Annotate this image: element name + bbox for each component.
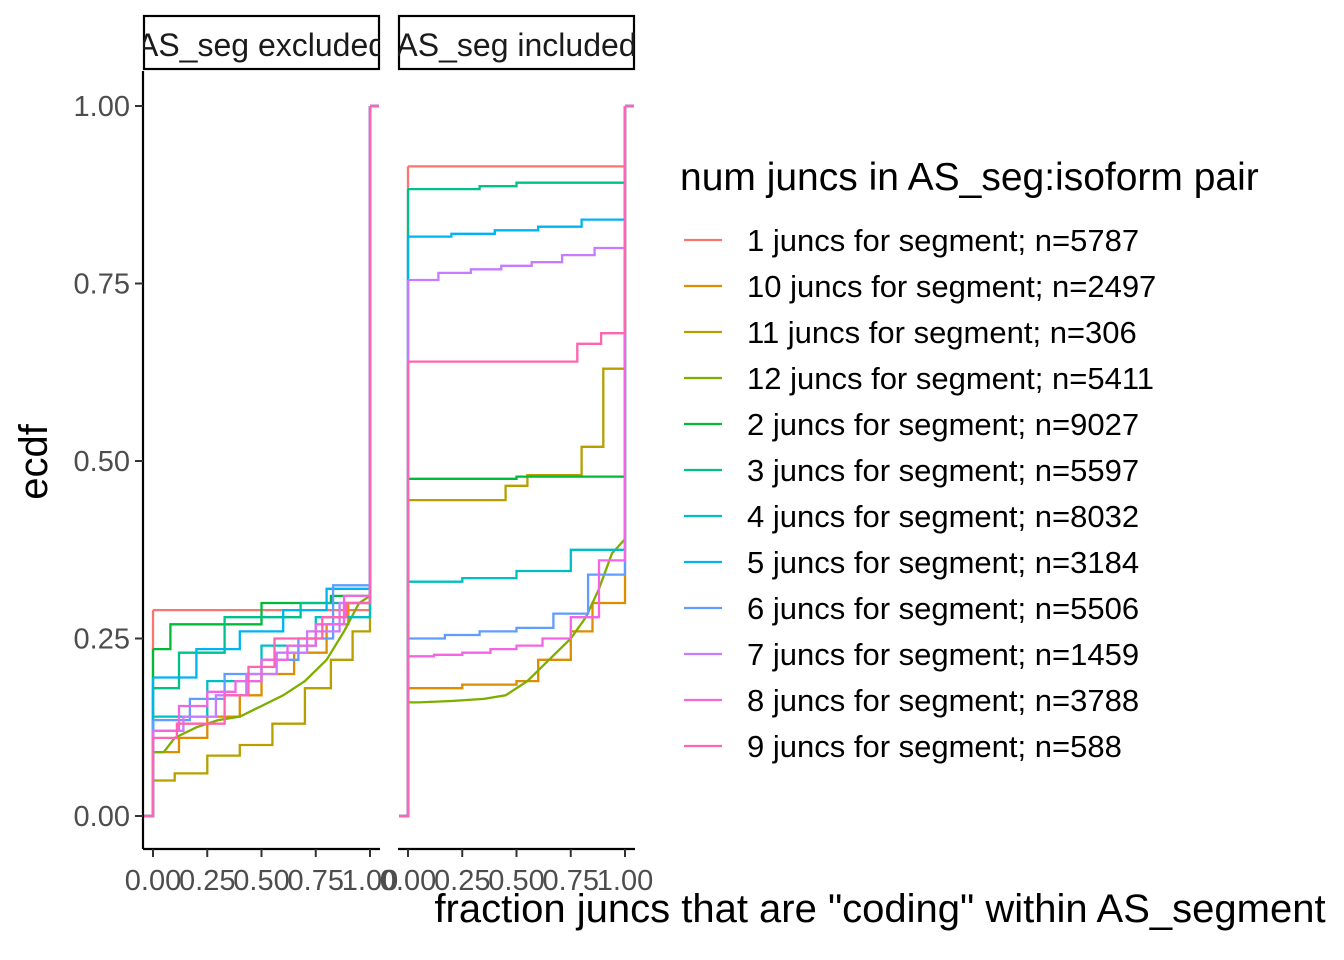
ecdf-line <box>408 106 627 168</box>
ecdf-line <box>153 106 372 690</box>
legend-item: 9 juncs for segment; n=588 <box>684 729 1122 764</box>
ecdf-line <box>153 106 372 732</box>
ecdf-line-start <box>144 677 155 818</box>
x-tick-label: 1.00 <box>342 865 398 897</box>
legend-item: 1 juncs for segment; n=5787 <box>684 223 1139 258</box>
legend-item: 2 juncs for segment; n=9027 <box>684 407 1139 442</box>
legend-label: 2 juncs for segment; n=9027 <box>747 407 1139 442</box>
ecdf-line-start <box>144 720 155 818</box>
ecdf-line-start <box>144 737 155 818</box>
x-tick-label: 0.25 <box>434 865 490 897</box>
ecdf-line <box>153 106 372 679</box>
legend-label: 12 juncs for segment; n=5411 <box>747 361 1154 396</box>
legend-item: 11 juncs for segment; n=306 <box>684 315 1137 350</box>
ecdf-line <box>408 106 627 704</box>
facet-panel: AS_seg excluded0.000.250.500.751.000.000… <box>74 14 398 897</box>
facet-strip <box>142 14 381 71</box>
ecdf-line-start <box>399 189 410 818</box>
ecdf-line-start <box>144 752 155 818</box>
ecdf-line <box>153 106 372 722</box>
ecdf-line-start <box>144 730 155 818</box>
legend-label: 9 juncs for segment; n=588 <box>747 729 1122 764</box>
y-tick-label: 1.00 <box>74 91 130 123</box>
ecdf-line <box>408 106 627 282</box>
ecdf-line-start <box>399 236 410 818</box>
facet-strip <box>397 14 636 71</box>
legend-label: 7 juncs for segment; n=1459 <box>747 637 1139 672</box>
ecdf-line-start <box>144 780 155 818</box>
ecdf-line-start <box>399 361 410 818</box>
ecdf-line <box>153 106 372 740</box>
legend-label: 3 juncs for segment; n=5597 <box>747 453 1139 488</box>
legend-label: 10 juncs for segment; n=2497 <box>747 269 1156 304</box>
ecdf-line <box>408 106 627 583</box>
legend: 1 juncs for segment; n=5787 10 juncs for … <box>684 223 1156 764</box>
ecdf-line-start <box>399 656 410 818</box>
y-tick-label: 0.50 <box>74 446 130 478</box>
x-tick-label: 0.00 <box>380 865 436 897</box>
legend-label: 6 juncs for segment; n=5506 <box>747 591 1139 626</box>
legend-item: 12 juncs for segment; n=5411 <box>684 361 1154 396</box>
ecdf-line <box>408 106 627 480</box>
y-tick-label: 0.25 <box>74 624 130 656</box>
legend-label: 5 juncs for segment; n=3184 <box>747 545 1139 580</box>
ecdf-line-start <box>399 581 410 818</box>
ecdf-line-start <box>144 716 155 818</box>
facet-strip-label: AS_seg included <box>396 27 636 63</box>
ecdf-line-start <box>399 478 410 818</box>
x-axis-label: fraction juncs that are "coding" within … <box>434 887 1325 931</box>
ecdf-line <box>153 106 372 754</box>
facet-panels: AS_seg excluded0.000.250.500.751.000.000… <box>74 14 653 897</box>
facet-panel: AS_seg included 0.000.250.500.751.00 <box>380 14 653 897</box>
legend-item: 4 juncs for segment; n=8032 <box>684 499 1139 534</box>
ecdf-line <box>153 106 372 612</box>
ecdf-line <box>408 106 627 238</box>
ecdf-line <box>153 106 372 782</box>
ecdf-line-start <box>144 688 155 818</box>
legend-title: num juncs in AS_seg:isoform pair <box>680 156 1259 199</box>
legend-item: 7 juncs for segment; n=1459 <box>684 637 1139 672</box>
ecdf-line <box>408 106 627 640</box>
legend-label: 4 juncs for segment; n=8032 <box>747 499 1139 534</box>
y-tick-label: 0.00 <box>74 801 130 833</box>
ecdf-line-start <box>144 752 155 818</box>
legend-label: 1 juncs for segment; n=5787 <box>747 223 1139 258</box>
ecdf-line <box>408 106 627 191</box>
x-tick-label: 0.25 <box>179 865 235 897</box>
legend-item: 3 juncs for segment; n=5597 <box>684 453 1139 488</box>
legend-label: 11 juncs for segment; n=306 <box>747 315 1137 350</box>
ecdf-line-start <box>399 280 410 818</box>
ecdf-line <box>408 106 627 363</box>
ecdf-line-start <box>399 702 410 818</box>
ecdf-line <box>408 106 627 502</box>
ecdf-line-start <box>399 638 410 818</box>
legend-item: 8 juncs for segment; n=3788 <box>684 683 1139 718</box>
ecdf-line-start <box>399 500 410 818</box>
legend-item: 10 juncs for segment; n=2497 <box>684 269 1156 304</box>
ecdf-line-start <box>144 730 155 818</box>
legend-item: 5 juncs for segment; n=3184 <box>684 545 1139 580</box>
ecdf-line-start <box>144 610 155 818</box>
ecdf-line <box>408 106 627 658</box>
ecdf-line-start <box>399 688 410 818</box>
x-tick-label: 0.50 <box>488 865 544 897</box>
ecdf-line <box>153 106 372 732</box>
legend-label: 8 juncs for segment; n=3788 <box>747 683 1139 718</box>
ecdf-line-start <box>399 166 410 818</box>
x-tick-label: 0.00 <box>125 865 181 897</box>
facet-strip-label: AS_seg excluded <box>137 27 386 63</box>
x-tick-label: 0.75 <box>288 865 344 897</box>
ecdf-line <box>153 106 372 651</box>
x-tick-label: 1.00 <box>597 865 653 897</box>
x-tick-label: 0.75 <box>543 865 599 897</box>
y-tick-label: 0.75 <box>74 269 130 301</box>
legend-item: 6 juncs for segment; n=5506 <box>684 591 1139 626</box>
x-tick-label: 0.50 <box>233 865 289 897</box>
ecdf-line-start <box>144 649 155 818</box>
y-axis-label: ecdf <box>12 423 56 499</box>
